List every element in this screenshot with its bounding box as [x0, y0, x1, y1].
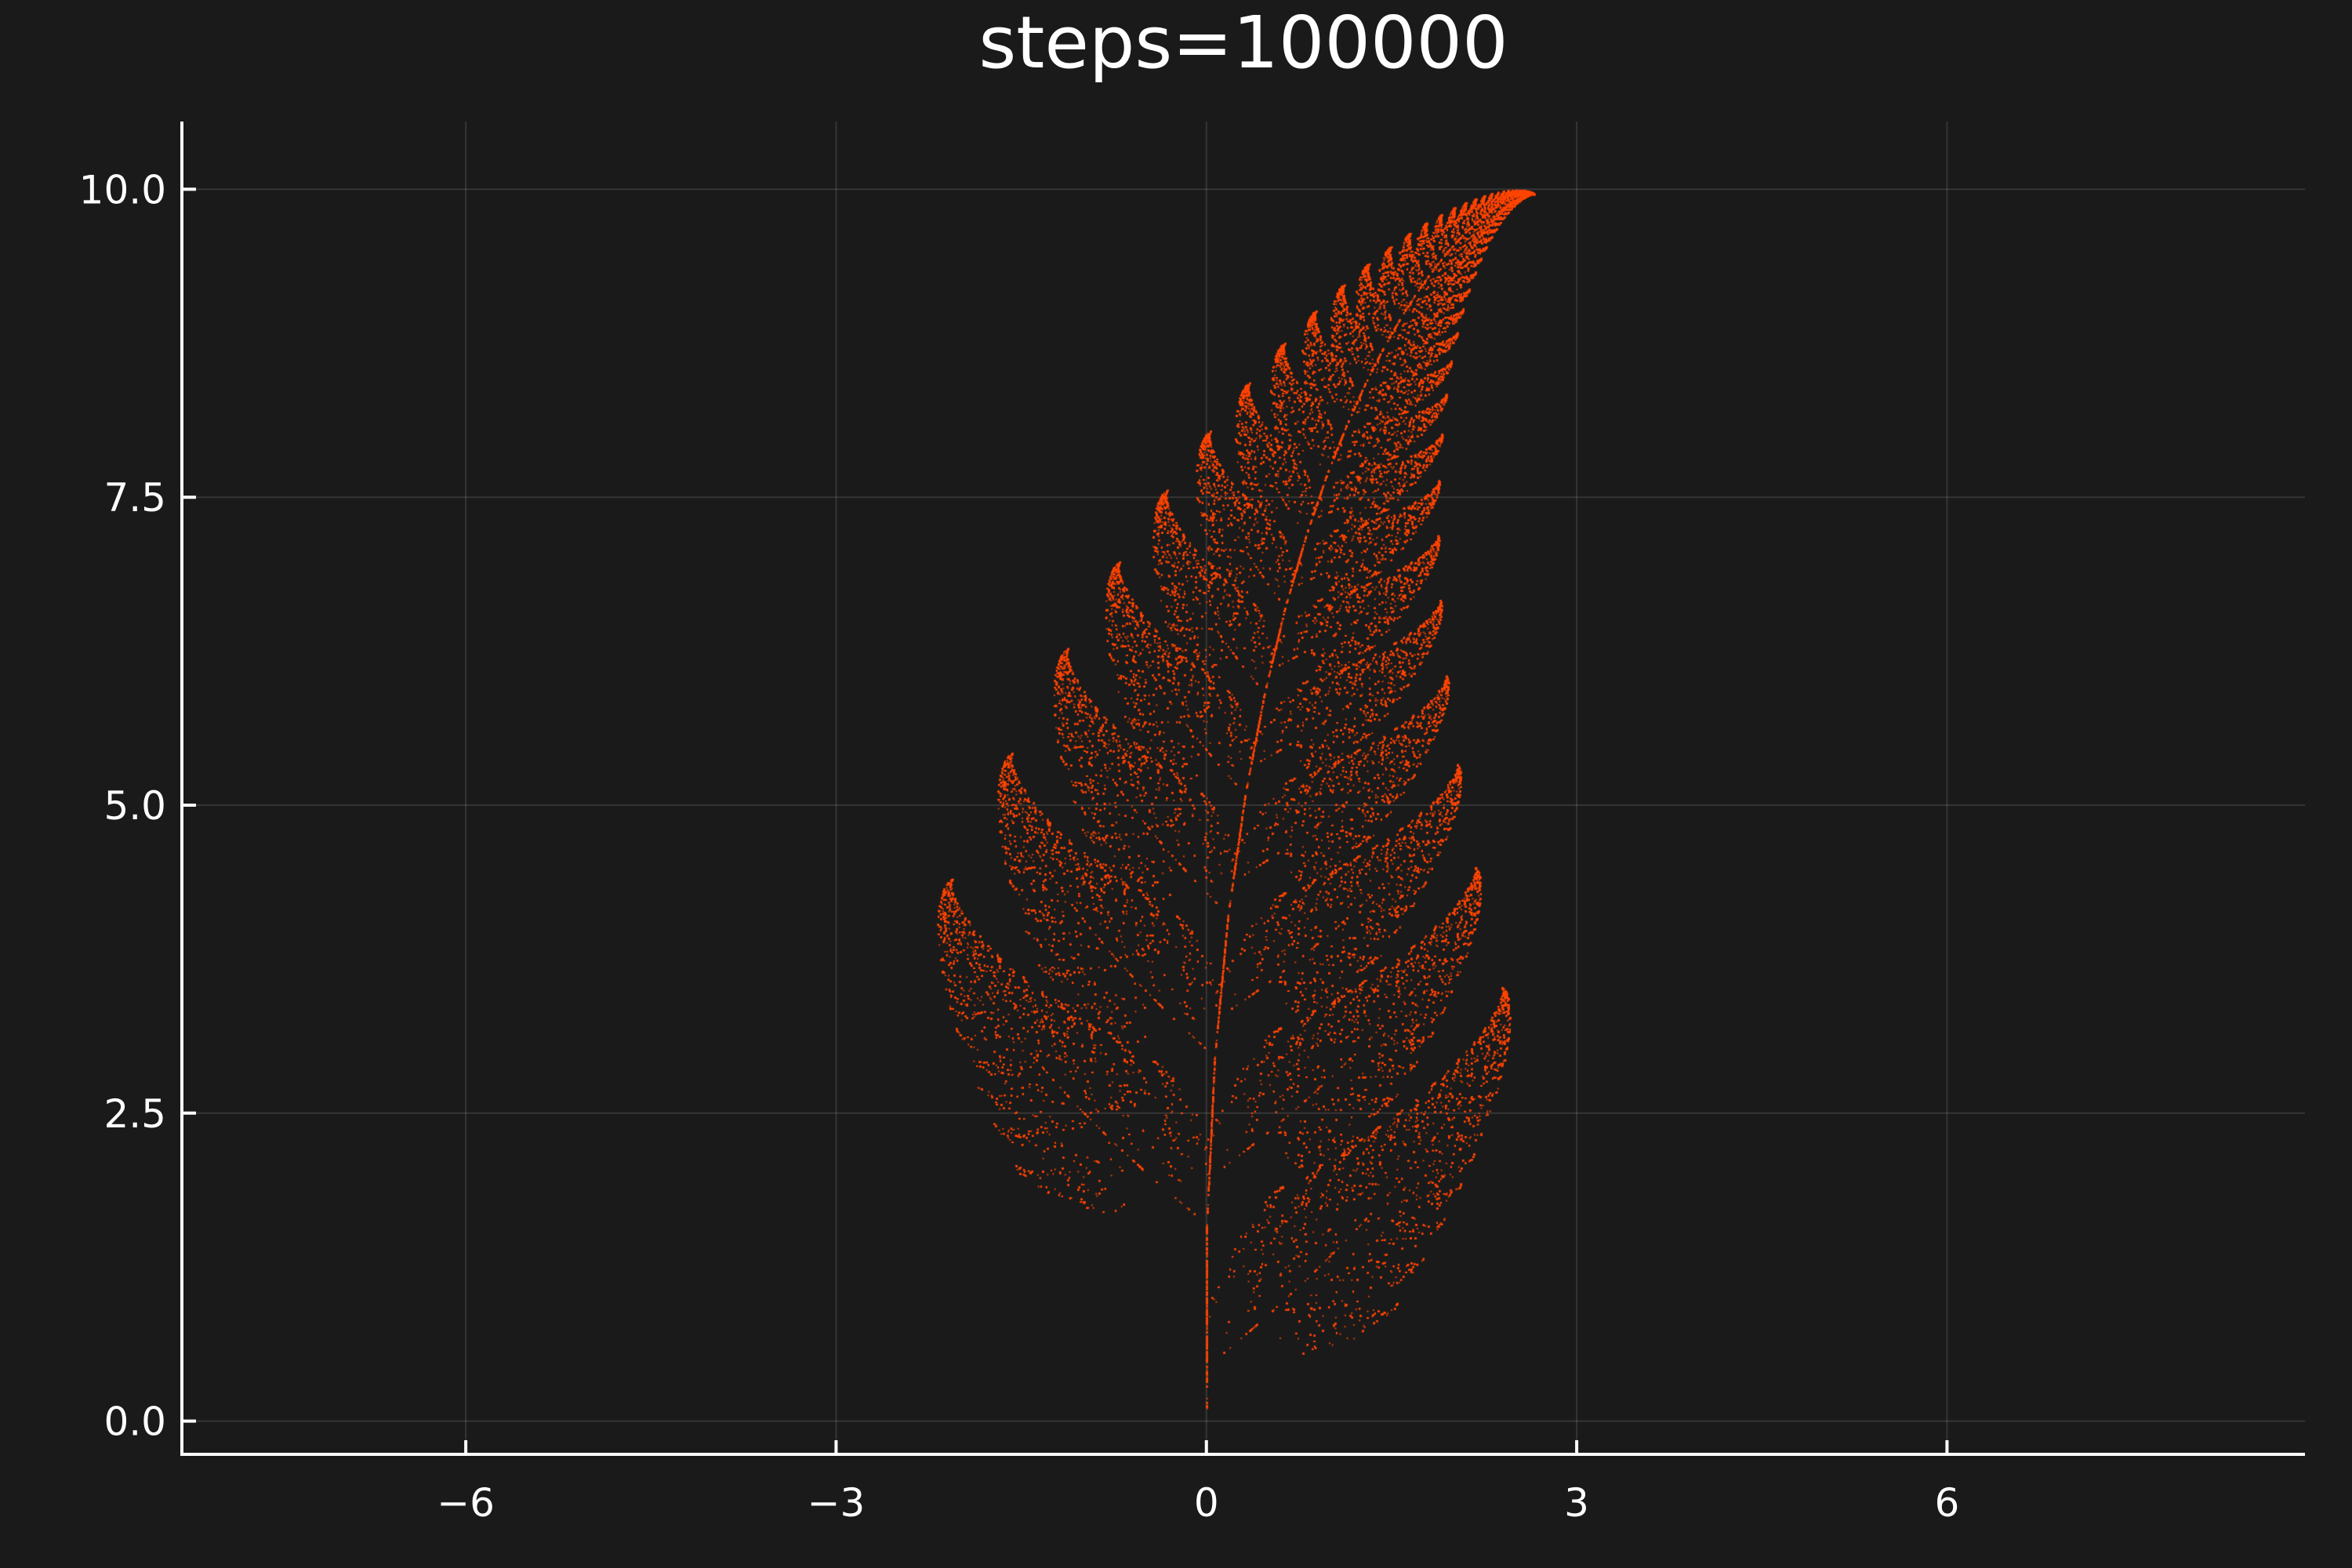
- x-tick-label: 3: [1564, 1480, 1589, 1526]
- plot-area: [182, 122, 2305, 1454]
- ticks: −6 −3 0 3 6 0.0 2.5 5.0 7.5 10.0: [79, 167, 1960, 1526]
- y-tick-label: 7.5: [103, 475, 166, 521]
- y-tick-label: 5.0: [103, 783, 166, 829]
- x-tick-label: 0: [1194, 1480, 1219, 1526]
- x-tick-label: −6: [437, 1480, 495, 1526]
- y-tick-label: 10.0: [79, 167, 166, 212]
- y-tick-label: 0.0: [103, 1399, 166, 1445]
- axes: [180, 122, 2305, 1456]
- x-tick-label: −3: [808, 1480, 866, 1526]
- chart-title: steps=100000: [978, 1, 1508, 85]
- x-tick-label: 6: [1935, 1480, 1960, 1526]
- fern-scatter-points: [182, 122, 2305, 1454]
- y-tick-label: 2.5: [103, 1091, 166, 1137]
